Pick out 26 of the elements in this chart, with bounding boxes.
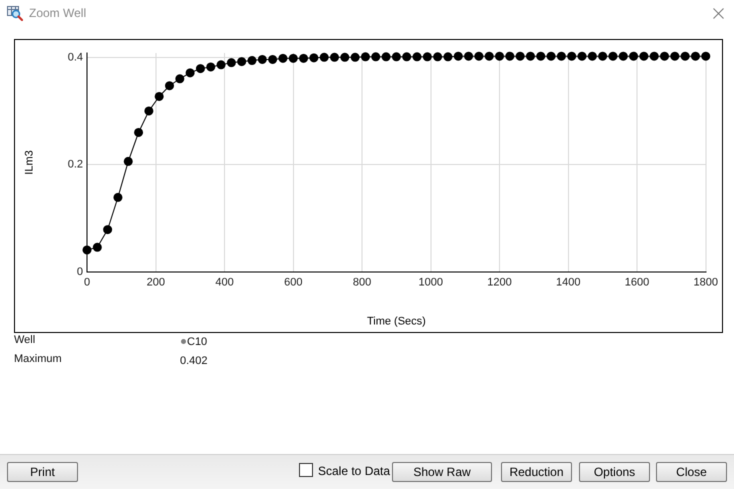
y-tick-label: 0.4 [68, 51, 83, 64]
chart-title: Zoom Well [29, 6, 86, 21]
x-tick-label: 1200 [487, 276, 512, 289]
text: Maximum [14, 353, 62, 366]
x-tick-label: 1600 [624, 276, 650, 289]
y-axis-title: ILm3 [24, 150, 36, 175]
button[interactable]: Show Raw [392, 462, 492, 482]
x-tick-label: 1000 [418, 276, 443, 289]
button[interactable]: Reduction [501, 462, 572, 482]
text: C10 [187, 336, 208, 349]
button[interactable]: Print [7, 462, 78, 482]
x-tick-label: 800 [352, 276, 372, 289]
checkbox[interactable] [299, 463, 313, 477]
x-tick-label: 400 [215, 276, 234, 289]
y-tick-label: 0 [76, 266, 83, 278]
x-axis-title: Time (Secs) [366, 315, 426, 328]
button[interactable]: Close [656, 462, 727, 482]
text: Well [14, 334, 36, 347]
y-tick-label: 0.2 [68, 158, 83, 171]
text: 0.402 [180, 355, 208, 368]
button[interactable]: Options [579, 462, 650, 482]
x-tick-label: 1800 [694, 276, 718, 289]
x-tick-label: 600 [284, 276, 302, 289]
x-tick-label: 1400 [556, 276, 581, 289]
text: Scale to Data [318, 464, 390, 478]
x-tick-label: 200 [146, 276, 165, 289]
